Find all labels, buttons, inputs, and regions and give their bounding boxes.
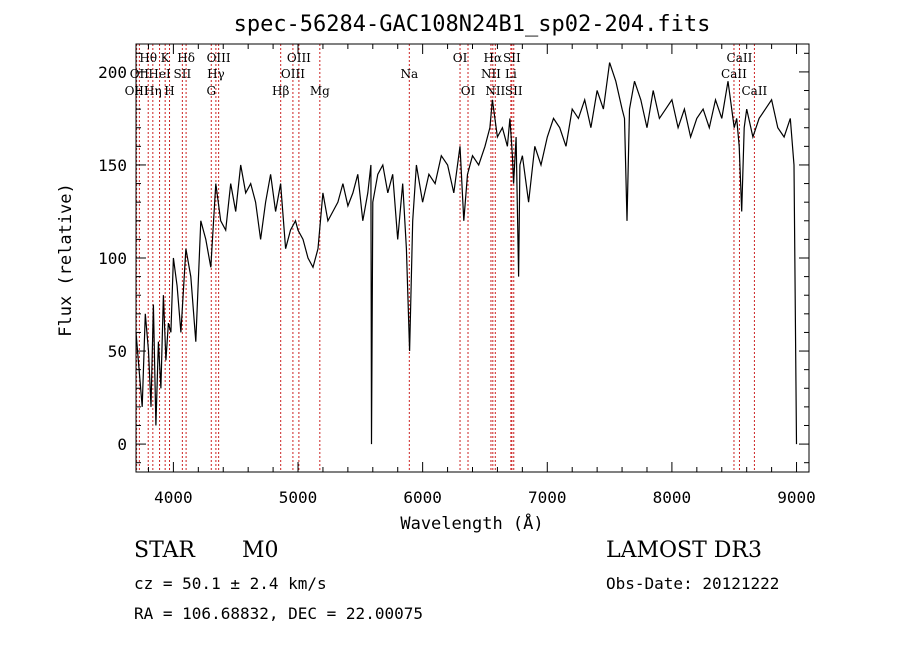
x-tick-label: 9000 xyxy=(777,488,816,507)
spectral-line-label: Hη xyxy=(144,84,162,98)
spectral-line-label: OIII xyxy=(281,67,305,81)
spectral-line-label: Hγ xyxy=(207,67,225,81)
y-tick-label: 50 xyxy=(108,342,127,361)
x-tick-label: 6000 xyxy=(403,488,442,507)
spectral-line-label: OIII xyxy=(287,51,311,65)
spectral-line-label: H xyxy=(164,84,174,98)
spectral-line-label: NII xyxy=(481,67,501,81)
spectral-line-label: CaII xyxy=(727,51,753,65)
object-subclass: M0 xyxy=(242,538,279,563)
plot-frame xyxy=(135,43,810,473)
y-tick-label: 150 xyxy=(98,156,127,175)
spectral-line-label: G xyxy=(206,84,216,98)
spectral-line-label: Li xyxy=(505,67,517,81)
y-axis-label: Flux (relative) xyxy=(56,183,76,337)
y-tick-label: 0 xyxy=(117,435,127,454)
chart-title: spec-56284-GAC108N24B1_sp02-204.fits xyxy=(234,12,711,37)
x-axis-label: Wavelength (Å) xyxy=(400,512,543,534)
redshift-cz: cz = 50.1 ± 2.4 km/s xyxy=(134,574,327,593)
observation-date: Obs-Date: 20121222 xyxy=(606,574,780,593)
y-tick-label: 200 xyxy=(98,63,127,82)
spectrum-series xyxy=(135,62,798,445)
spectral-line-label: Hδ xyxy=(177,51,195,65)
spectral-line-label: SII xyxy=(503,51,521,65)
spectral-line-label: HeI xyxy=(148,67,171,81)
spectral-line-label: CaII xyxy=(721,67,747,81)
spectral-line-label: SII xyxy=(174,67,192,81)
x-tick-label: 4000 xyxy=(154,488,193,507)
spectral-line-label: SII xyxy=(505,84,523,98)
spectral-line-label: OI xyxy=(461,84,476,98)
spectral-line-label: NII xyxy=(485,84,505,98)
spectral-line-label: Mg xyxy=(310,84,330,98)
y-tick-label: 100 xyxy=(98,249,127,268)
x-tick-label: 5000 xyxy=(279,488,318,507)
spectral-line-labels: HθOIIOIIIHηHeIKHSIIHδGHγOIIIHβOIIIOIIIMg… xyxy=(125,51,768,98)
x-axis-ticks: 4000 5000 6000 7000 8000 9000 xyxy=(147,44,816,507)
spectral-line-label: Hβ xyxy=(272,84,289,98)
spectral-line-label: OII xyxy=(130,67,150,81)
spectral-line-label: OI xyxy=(453,51,468,65)
spectral-line-markers xyxy=(136,44,755,472)
spectral-line-label: Na xyxy=(400,67,418,81)
coordinates: RA = 106.68832, DEC = 22.00075 xyxy=(134,604,423,623)
object-class: STAR xyxy=(134,538,195,563)
survey-name: LAMOST DR3 xyxy=(606,538,762,563)
y-axis-ticks: 0 50 100 150 200 xyxy=(98,52,809,464)
spectral-line-label: Hθ xyxy=(139,51,157,65)
spectral-line-label: K xyxy=(161,51,171,65)
x-tick-label: 7000 xyxy=(528,488,567,507)
spectral-line-label: CaII xyxy=(741,84,767,98)
spectral-line-label: Hα xyxy=(484,51,503,65)
x-tick-label: 8000 xyxy=(653,488,692,507)
spectral-line-label: OIII xyxy=(207,51,231,65)
